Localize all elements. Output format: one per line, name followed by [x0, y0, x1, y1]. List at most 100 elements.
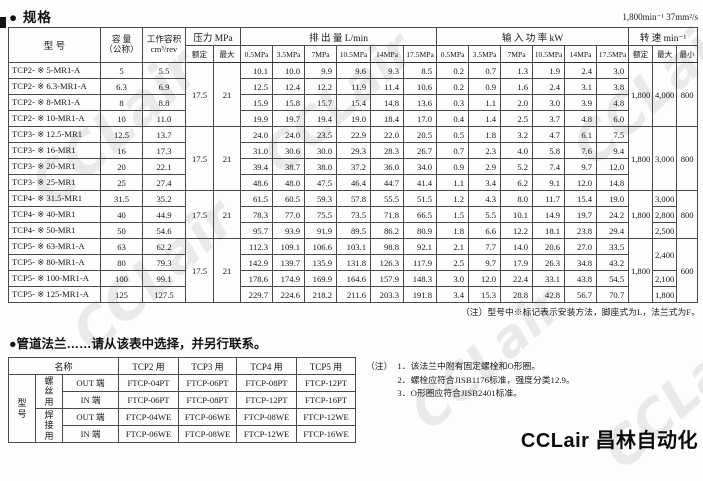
discharge-cell: 12.5	[240, 78, 274, 95]
discharge-cell: 66.5	[403, 206, 438, 223]
discharge-cell: 31.0	[240, 142, 274, 159]
power-cell: 3.4	[436, 286, 470, 303]
capacity-cell: 40	[100, 206, 143, 223]
power-cell: 1.1	[436, 174, 470, 191]
flange-code-cell: FTCP-12PT	[236, 391, 298, 409]
discharge-cell: 39.4	[240, 158, 274, 175]
discharge-cell: 12.2	[304, 78, 338, 95]
capacity-cell: 125	[100, 286, 143, 303]
discharge-cell: 139.7	[272, 254, 306, 271]
discharge-cell: 157.9	[370, 270, 405, 287]
capacity-cell: 8	[100, 94, 143, 111]
discharge-cell: 41.4	[403, 174, 438, 191]
discharge-cell: 38.7	[272, 158, 306, 175]
discharge-cell: 224.6	[272, 286, 306, 303]
power-cell: 0.2	[436, 62, 470, 79]
discharge-cell: 77.0	[272, 206, 306, 223]
power-cell: 2.3	[468, 142, 502, 159]
flange-section-title: ●管道法兰……请从该表中选择，并另行联系。	[9, 337, 267, 351]
discharge-cell: 71.8	[370, 206, 405, 223]
flange-header-name: 名称	[7, 357, 120, 375]
subheader-mpa: 10.5MPa	[532, 45, 566, 63]
discharge-cell: 15.9	[240, 94, 274, 111]
power-cell: 12.0	[596, 158, 630, 175]
power-cell: 1.3	[500, 62, 534, 79]
power-cell: 2.5	[436, 254, 470, 271]
flange-code-cell: FTCP-04PT	[118, 374, 180, 392]
discharge-cell: 24.0	[240, 126, 274, 143]
spec-row: TCP4- ※ 31.5-MR1 31.5 35.2 17.5 21 61.5 60.5 59…	[8, 190, 699, 239]
flange-code-cell: FTCP-08WE	[178, 425, 238, 443]
subheader-speed-min: 最小	[676, 45, 699, 63]
power-cell: 6.6	[468, 222, 502, 239]
discharge-cell: 106.6	[304, 238, 338, 255]
flange-header-tcp2: TCP2 用	[118, 357, 180, 375]
discharge-cell: 26.7	[403, 142, 438, 159]
power-cell: 3.0	[596, 62, 630, 79]
power-cell: 2.1	[436, 238, 470, 255]
discharge-cell: 61.5	[240, 190, 274, 207]
capacity-cell: 12.5	[100, 126, 143, 143]
note-line: 3．O形圈应符合JISB2401标准。	[397, 388, 523, 398]
power-cell: 9.4	[596, 142, 630, 159]
power-cell: 14.0	[500, 238, 534, 255]
power-cell: 1.6	[500, 78, 534, 95]
displacement-cell: 5.5	[142, 62, 186, 79]
flange-header-tcp4: TCP4 用	[236, 357, 298, 375]
capacity-cell: 50	[100, 222, 143, 239]
model-cell: TCP4- ※ 40-MR1	[8, 206, 101, 223]
discharge-cell: 19.9	[240, 110, 274, 127]
power-cell: 8.0	[500, 190, 534, 207]
power-cell: 0.9	[436, 158, 470, 175]
screw-group-label: 螺 丝 用	[35, 374, 63, 409]
discharge-cell: 229.7	[240, 286, 274, 303]
power-cell: 28.8	[500, 286, 534, 303]
flange-code-cell: FTCP-16PT	[296, 391, 357, 409]
power-cell: 2.9	[468, 158, 502, 175]
pressure-max-cell: 21	[212, 190, 242, 239]
power-cell: 6.2	[500, 174, 534, 191]
flange-header-tcp5: TCP5 用	[296, 357, 357, 375]
spec-row: TCP2- ※ 5-MR1-A 5 5.5 17.5 21 10.1 10.0 9.9 9.6 9…	[8, 62, 699, 127]
power-cell: 19.0	[596, 190, 630, 207]
flange-header-tcp3: TCP3 用	[178, 357, 238, 375]
discharge-cell: 178.6	[240, 270, 274, 287]
power-cell: 3.9	[564, 94, 598, 111]
power-cell: 1.8	[468, 126, 502, 143]
power-cell: 12.2	[500, 222, 534, 239]
discharge-cell: 28.3	[370, 142, 405, 159]
power-cell: 3.0	[436, 270, 470, 287]
discharge-cell: 14.8	[370, 94, 405, 111]
flange-code-cell: FTCP-08WE	[236, 408, 298, 426]
col-header-discharge: 排 出 量 L/min	[240, 27, 438, 46]
displacement-cell: 22.1	[142, 158, 186, 175]
power-cell: 9.1	[532, 174, 566, 191]
power-cell: 2.0	[500, 94, 534, 111]
discharge-cell: 30.6	[272, 142, 306, 159]
discharge-cell: 12.4	[272, 78, 306, 95]
flange-row: 型 号螺 丝 用 OUT 端 FTCP-04PT FTCP-06PT FTCP-08PT…	[8, 374, 357, 443]
power-cell: 7.6	[564, 142, 598, 159]
model-cell: TCP5- ※ 100-MR1-A	[8, 270, 101, 287]
col-header-model: 型 号	[8, 27, 101, 63]
power-cell: 18.1	[532, 222, 566, 239]
col-header-power: 输 入 功 率 kW	[436, 27, 630, 46]
discharge-cell: 15.7	[304, 94, 338, 111]
power-cell: 0.5	[436, 126, 470, 143]
subheader-pressure-rated: 额定	[185, 45, 214, 63]
discharge-cell: 36.0	[370, 158, 405, 175]
discharge-cell: 18.4	[370, 110, 405, 127]
speed-min-cell: 800	[676, 126, 699, 191]
power-cell: 5.2	[500, 158, 534, 175]
discharge-cell: 34.0	[403, 158, 438, 175]
flange-code-cell: FTCP-06PT	[118, 391, 180, 409]
discharge-cell: 48.0	[272, 174, 306, 191]
discharge-cell: 93.9	[272, 222, 306, 239]
flange-code-cell: FTCP-12PT	[296, 374, 357, 392]
flange-row: 焊 接 用 OUT 端 FTCP-04WE FTCP-06WE FTCP-08WE FTC…	[9, 408, 357, 443]
power-cell: 20.6	[532, 238, 566, 255]
capacity-cell: 25	[100, 174, 143, 191]
model-group-label: 型 号	[8, 374, 36, 443]
model-cell: TCP2- ※ 8-MR1-A	[8, 94, 101, 111]
